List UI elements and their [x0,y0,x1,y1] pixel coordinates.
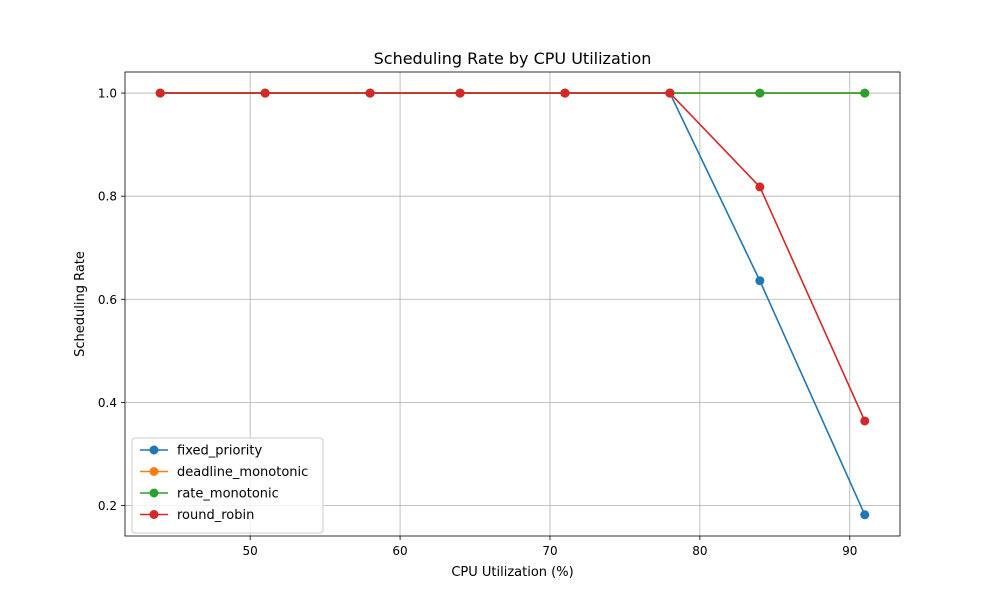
legend-marker-round_robin [149,510,159,519]
data-point-round_robin [755,182,765,192]
chart-title: Scheduling Rate by CPU Utilization [374,49,652,68]
y-tick-label: 0.6 [98,293,117,307]
data-point-round_robin [260,88,270,98]
y-tick-label: 0.8 [98,190,117,204]
legend-marker-rate_monotonic [149,488,159,498]
data-point-round_robin [365,88,375,98]
data-point-rate_monotonic [860,88,870,98]
data-point-round_robin [860,416,870,426]
series-line-round_robin [160,92,866,422]
data-point-round_robin [665,88,675,98]
legend-marker-fixed_priority [149,445,159,455]
plot-frame [124,71,901,537]
x-axis-ticks: 50 60 70 80 90 [243,536,857,558]
series-round_robin [155,88,870,426]
data-point-fixed_priority [860,510,870,520]
y-tick-label: 0.2 [98,499,117,513]
data-point-round_robin [155,88,165,98]
legend-marker-deadline_monotonic [149,467,159,476]
y-tick-label: 0.4 [98,396,117,410]
y-axis-label: Scheduling Rate [73,251,88,357]
x-axis-label: CPU Utilization (%) [451,565,573,580]
legend-box [131,437,324,534]
legend-label-rate_monotonic: rate_monotonic [177,487,279,502]
x-tick-label: 50 [243,544,258,558]
data-point-rate_monotonic [755,88,765,98]
x-tick-label: 80 [692,544,707,558]
legend-label-fixed_priority: fixed_priority [177,444,262,459]
data-point-fixed_priority [755,276,765,286]
legend-label-deadline_monotonic: deadline_monotonic [177,465,308,480]
legend: fixed_priority deadline_monotonic rate_mon… [131,437,324,534]
y-tick-label: 1.0 [98,87,117,101]
data-point-round_robin [560,88,570,98]
x-tick-label: 60 [392,544,407,558]
x-tick-label: 90 [842,544,857,558]
legend-label-round_robin: round_robin [177,508,254,523]
series-lines [155,88,870,520]
y-axis-ticks: 0.2 0.4 0.6 0.8 1.0 [98,87,125,513]
data-point-round_robin [455,88,465,98]
x-tick-label: 70 [542,544,557,558]
